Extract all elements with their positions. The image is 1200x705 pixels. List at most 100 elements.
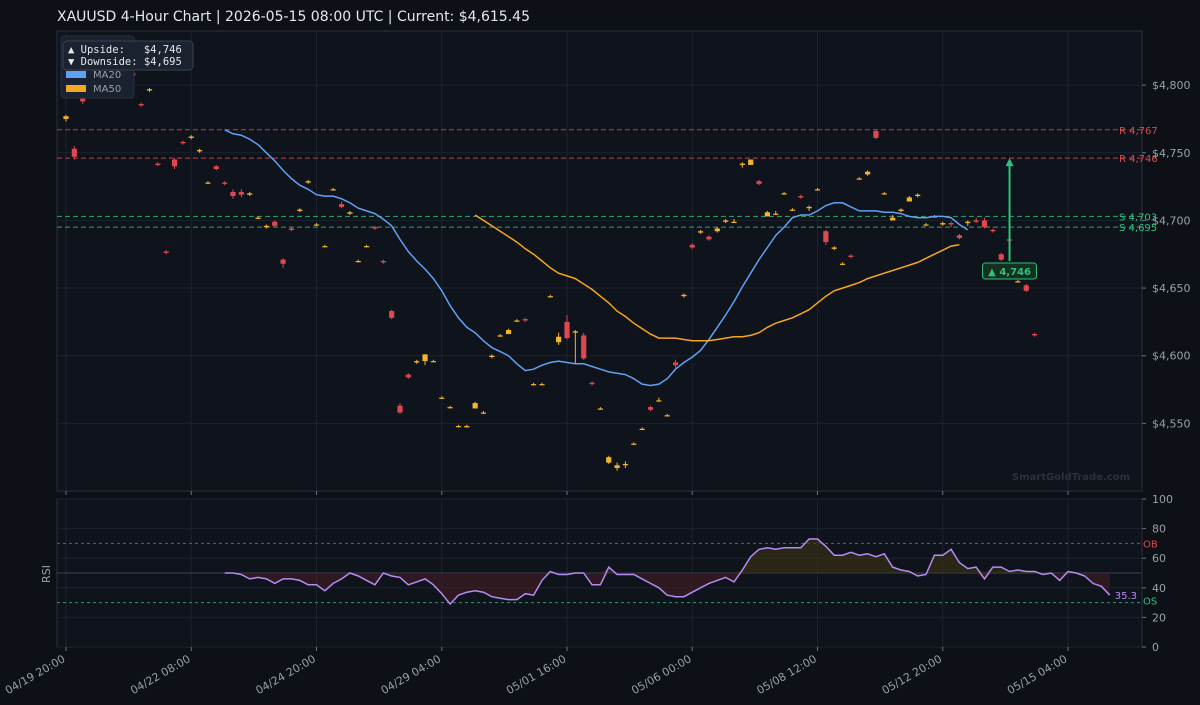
- candle-body: [447, 407, 453, 409]
- candle-body: [205, 182, 211, 184]
- candle-body: [71, 148, 77, 157]
- candle-body: [80, 98, 86, 102]
- price-tick-label: $4,600: [1152, 350, 1191, 363]
- candle-body: [789, 209, 796, 211]
- candle-body: [455, 426, 462, 428]
- candle-body: [405, 374, 411, 378]
- candle-body: [263, 225, 269, 228]
- candle-body: [347, 212, 353, 214]
- candle-body: [723, 220, 729, 222]
- target-annotation: ▲ 4,746: [982, 158, 1038, 280]
- rsi-fill-above: [224, 539, 1110, 573]
- candle-body: [973, 220, 979, 222]
- candle-body: [188, 136, 194, 138]
- price-tick-label: $4,550: [1152, 417, 1191, 430]
- ma20-line: [224, 129, 969, 387]
- target-label: ▲ 4,746: [988, 267, 1031, 278]
- candle-body: [305, 181, 311, 183]
- candle-body: [355, 261, 361, 263]
- candle-body: [865, 171, 871, 175]
- price-tick-label: $4,700: [1152, 214, 1191, 227]
- candle-body: [247, 193, 253, 195]
- candle-body: [622, 463, 629, 466]
- target-arrow-head: [1005, 158, 1014, 167]
- candlesticks: [63, 70, 1038, 471]
- candle-body: [489, 355, 495, 358]
- candle-body: [397, 405, 403, 413]
- candle-body: [213, 166, 219, 169]
- candle-body: [564, 321, 570, 339]
- candle-body: [781, 193, 787, 195]
- candle-body: [831, 247, 837, 249]
- rsi-level-label: OS: [1143, 597, 1157, 608]
- candle-body: [940, 223, 946, 225]
- candle-body: [773, 213, 779, 215]
- candle-body: [906, 197, 912, 202]
- candle-body: [255, 217, 261, 219]
- candle-body: [923, 224, 929, 226]
- candle-body: [981, 220, 988, 228]
- candle-body: [698, 231, 704, 233]
- candle-body: [497, 335, 503, 337]
- candle-body: [230, 192, 236, 197]
- moving-averages: [224, 129, 969, 387]
- candle-body: [238, 192, 244, 195]
- candle-body: [589, 382, 595, 385]
- legend-ma20-label: MA20: [93, 70, 121, 81]
- candle-body: [364, 246, 370, 248]
- candle-body: [539, 384, 545, 386]
- candle-body: [138, 104, 144, 106]
- candle-body: [631, 443, 637, 445]
- level-label-resistance: R 4,746: [1119, 154, 1158, 165]
- candle-body: [614, 465, 620, 468]
- candle-body: [163, 251, 169, 253]
- candle-body: [63, 116, 69, 119]
- rsi-tick-label: 40: [1152, 582, 1166, 595]
- candle-body: [848, 255, 854, 257]
- candle-body: [531, 384, 537, 386]
- rsi-series: 35.3: [224, 538, 1137, 606]
- candle-body: [873, 131, 879, 138]
- candle-body: [915, 194, 921, 197]
- rsi-tick-label: 80: [1152, 523, 1166, 536]
- candle-body: [839, 263, 846, 265]
- price-tick-label: $4,650: [1152, 282, 1191, 295]
- candle-body: [764, 212, 770, 217]
- candle-body: [581, 335, 587, 359]
- candle-body: [956, 235, 963, 238]
- candle-body: [1023, 285, 1029, 291]
- candle-body: [990, 229, 996, 232]
- candle-body: [714, 228, 720, 232]
- candle-body: [522, 319, 528, 321]
- candle-body: [664, 415, 670, 417]
- candle-body: [1015, 281, 1021, 283]
- candle-body: [890, 217, 896, 221]
- candle-body: [998, 254, 1004, 260]
- candle-body: [881, 193, 887, 195]
- candle-body: [748, 159, 754, 165]
- rsi-current-label: 35.3: [1115, 591, 1137, 602]
- candle-body: [731, 221, 737, 223]
- level-label-support: S 4,703: [1119, 212, 1157, 223]
- candle-body: [681, 294, 687, 297]
- price-tick-label: $4,750: [1152, 147, 1191, 160]
- candle-body: [856, 178, 862, 180]
- watermark: SmartGoldTrade.com: [1012, 472, 1130, 483]
- candle-body: [798, 196, 804, 198]
- info-downside: ▼ Downside: $4,695: [68, 56, 182, 68]
- candle-body: [180, 141, 186, 144]
- info-upside: ▲ Upside: $4,746: [68, 44, 182, 56]
- candle-body: [806, 206, 812, 209]
- candle-body: [464, 426, 470, 428]
- candle-body: [380, 261, 386, 263]
- target-label-box: [982, 262, 1038, 280]
- candle-body: [171, 159, 178, 167]
- candle-body: [689, 244, 695, 248]
- chart-title: XAUUSD 4-Hour Chart | 2026-05-15 08:00 U…: [57, 9, 530, 25]
- candle-body: [480, 412, 487, 414]
- candle-body: [272, 221, 278, 226]
- candle-body: [472, 403, 478, 409]
- candle-body: [288, 228, 295, 230]
- candle-body: [422, 354, 428, 362]
